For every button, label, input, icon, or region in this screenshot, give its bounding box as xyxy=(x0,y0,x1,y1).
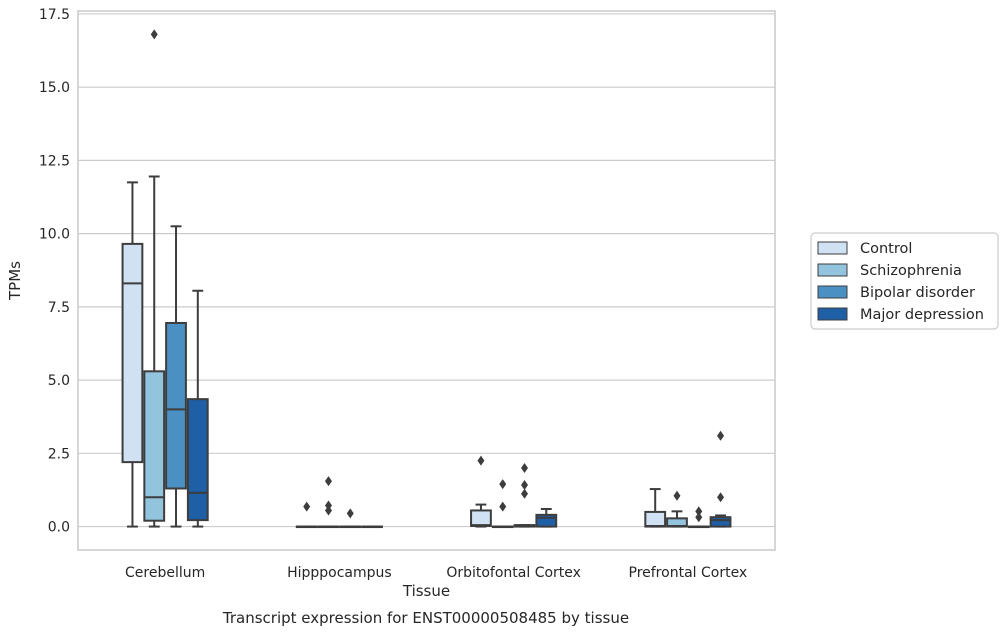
outlier-point xyxy=(324,500,332,511)
outlier-point xyxy=(521,479,529,490)
box-body xyxy=(644,510,667,528)
box-0-2 xyxy=(470,455,492,528)
outlier-point xyxy=(324,476,332,487)
y-tick-label: 7.5 xyxy=(48,300,70,316)
outlier-point xyxy=(717,492,725,503)
outlier-point xyxy=(499,479,507,490)
x-tick-label: Hipppocampus xyxy=(287,565,392,581)
x-axis-label: Tissue xyxy=(402,582,450,600)
outlier-point xyxy=(521,462,529,473)
legend-swatch xyxy=(817,241,848,255)
box-body xyxy=(165,321,187,490)
x-tick-label: Prefrontal Cortex xyxy=(629,565,748,581)
box-0-3 xyxy=(644,488,667,528)
y-tick-label: 15.0 xyxy=(39,80,70,96)
x-axis-ticks: Cerebellum Hipppocampus Orbitofontal Corte… xyxy=(125,565,747,581)
legend-label: Control xyxy=(860,241,912,257)
legend-swatch xyxy=(817,307,848,321)
y-tick-label: 10.0 xyxy=(39,227,70,243)
y-tick-label: 2.5 xyxy=(48,446,70,462)
box-1-3 xyxy=(666,490,688,528)
box-2-3 xyxy=(687,506,710,529)
box-1-0 xyxy=(143,29,166,528)
chart-title: Transcript expression for ENST0000050848… xyxy=(222,609,629,627)
box-body xyxy=(470,509,492,527)
box-3-0 xyxy=(186,289,209,528)
box-3-1 xyxy=(361,525,383,529)
y-tick-label: 12.5 xyxy=(39,153,70,169)
box-body xyxy=(186,398,209,522)
y-axis-ticks: 0.0 2.5 5.0 7.5 10.0 12.5 15.0 17.5 xyxy=(39,7,70,536)
box-2-1 xyxy=(339,508,362,529)
legend-frame xyxy=(810,232,999,330)
x-tick-label: Cerebellum xyxy=(125,565,205,581)
box-series xyxy=(121,29,732,529)
outlier-point xyxy=(346,508,354,519)
outlier-point xyxy=(303,501,311,512)
legend-swatch xyxy=(817,285,848,299)
x-tick-label: Orbitofontal Cortex xyxy=(446,565,581,581)
legend-label: Major depression xyxy=(860,307,984,323)
box-3-3 xyxy=(709,430,732,528)
box-0-0 xyxy=(121,181,144,528)
legend-swatch xyxy=(817,263,848,277)
y-tick-label: 0.0 xyxy=(48,520,70,536)
plot-frame xyxy=(77,10,776,551)
legend: Control Schizophrenia Bipolar disorder Majo… xyxy=(810,232,999,330)
outlier-point xyxy=(499,501,507,512)
outlier-point xyxy=(521,488,529,499)
box-3-2 xyxy=(535,507,558,528)
box-0-1 xyxy=(295,501,318,529)
outlier-point xyxy=(150,29,158,40)
outlier-point xyxy=(695,506,703,517)
box-2-2 xyxy=(513,462,536,528)
legend-label: Bipolar disorder xyxy=(860,285,975,301)
box-body xyxy=(709,516,732,528)
outlier-point xyxy=(477,455,485,466)
box-1-2 xyxy=(491,479,514,529)
outlier-point xyxy=(673,490,681,501)
y-tick-label: 5.0 xyxy=(48,373,70,389)
box-1-1 xyxy=(317,476,340,529)
legend-label: Schizophrenia xyxy=(860,263,962,279)
box-2-0 xyxy=(165,225,187,528)
box-body xyxy=(535,513,558,528)
box-body xyxy=(143,370,166,522)
outlier-point xyxy=(695,512,703,523)
outlier-point xyxy=(717,430,725,441)
y-tick-label: 17.5 xyxy=(39,7,70,23)
box-body xyxy=(121,242,144,464)
y-axis-label: TPMs xyxy=(6,261,24,301)
